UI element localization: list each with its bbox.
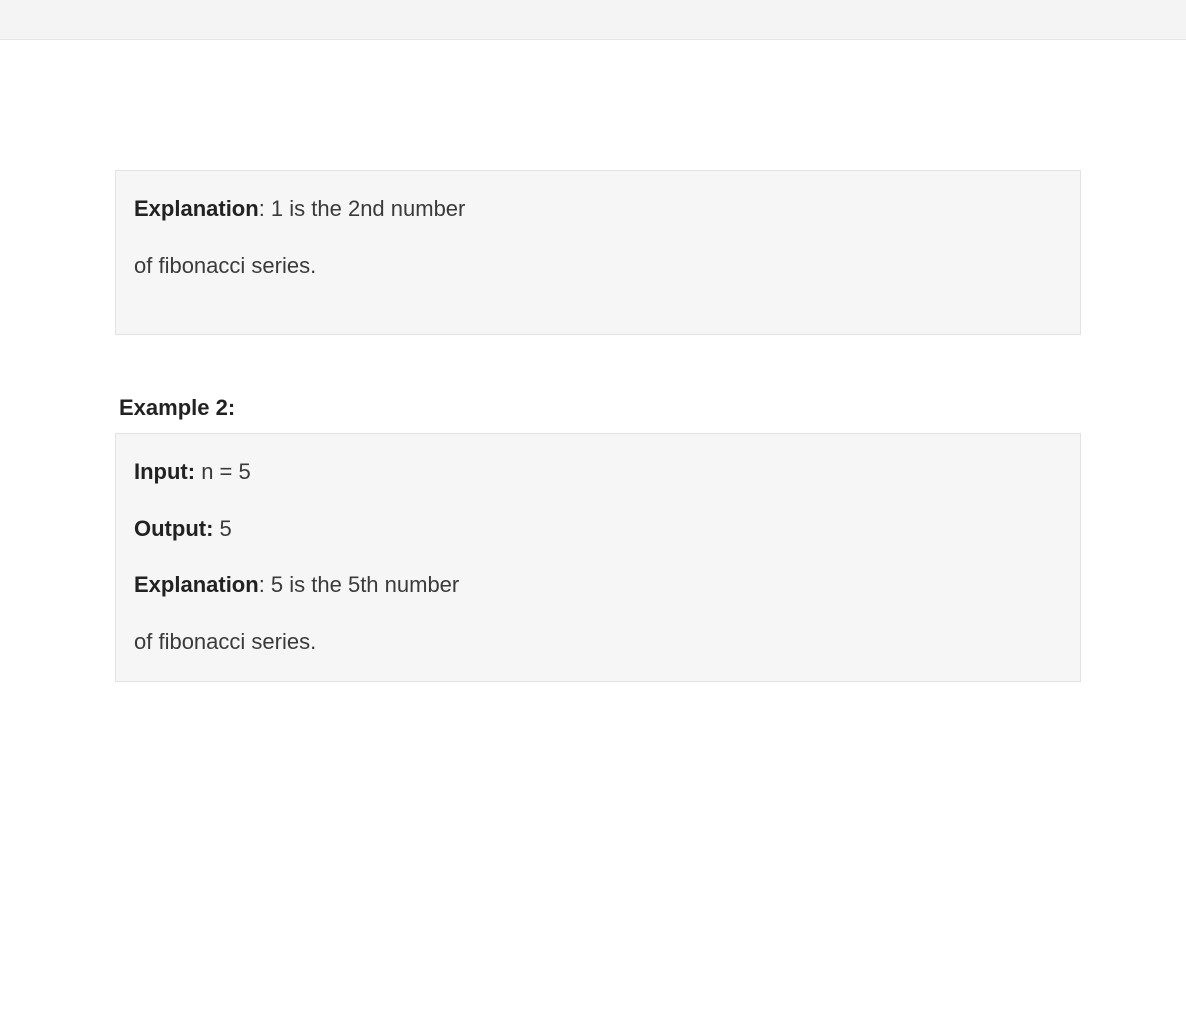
top-bar (0, 0, 1186, 40)
explanation-label: Explanation (134, 196, 259, 221)
example2-heading: Example 2: (115, 395, 1081, 421)
content-area: Explanation: 1 is the 2nd number of fibo… (0, 40, 1186, 682)
output-label: Output: (134, 516, 213, 541)
example2-box: Input: n = 5 Output: 5 Explanation: 5 is… (115, 433, 1081, 681)
input-line: Input: n = 5 (134, 458, 1062, 487)
explanation-text: : 1 is the 2nd number (259, 196, 466, 221)
explanation2-line-1: Explanation: 5 is the 5th number (134, 571, 1062, 600)
explanation2-text: : 5 is the 5th number (259, 572, 460, 597)
explanation2-line-2: of fibonacci series. (134, 628, 1062, 657)
output-text: 5 (213, 516, 231, 541)
explanation-line-2: of fibonacci series. (134, 252, 1062, 281)
input-text: n = 5 (195, 459, 251, 484)
explanation-line-1: Explanation: 1 is the 2nd number (134, 195, 1062, 224)
explanation2-label: Explanation (134, 572, 259, 597)
input-label: Input: (134, 459, 195, 484)
output-line: Output: 5 (134, 515, 1062, 544)
example1-box: Explanation: 1 is the 2nd number of fibo… (115, 170, 1081, 335)
